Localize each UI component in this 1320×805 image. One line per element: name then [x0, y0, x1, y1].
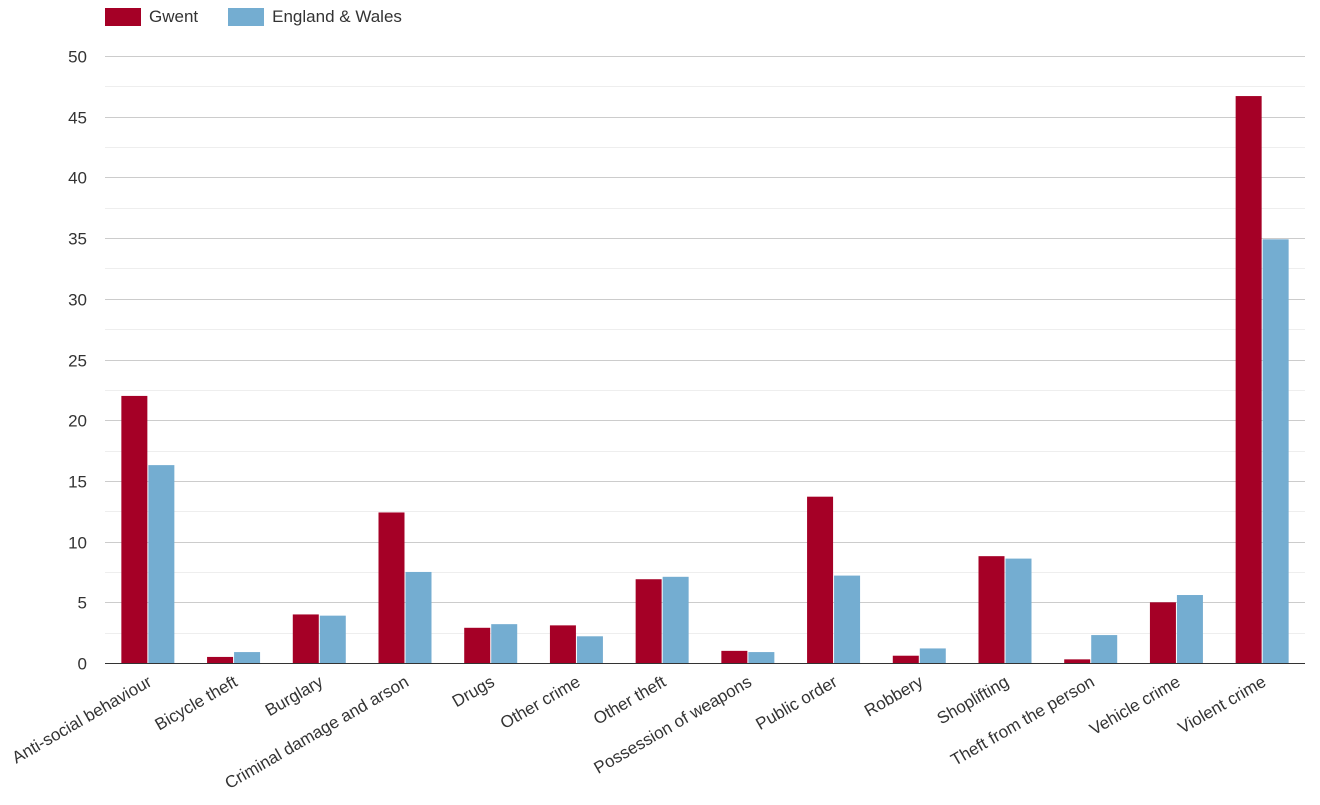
x-tick-label: Public order [753, 672, 841, 734]
bar-england-wales [319, 615, 346, 663]
x-tick-label: Violent crime [1175, 672, 1269, 737]
bar-gwent [549, 625, 576, 663]
bar-gwent [721, 650, 748, 663]
bar-england-wales [491, 624, 518, 663]
bar-england-wales [748, 652, 775, 663]
bar-gwent [292, 614, 319, 663]
bar-england-wales [1005, 558, 1032, 663]
x-tick-label: Possession of weapons [591, 672, 755, 778]
x-tick-label: Theft from the person [947, 672, 1097, 770]
bar-england-wales [1176, 595, 1203, 663]
bar-gwent [978, 556, 1005, 663]
bar-england-wales [234, 652, 261, 663]
x-tick-label: Burglary [262, 672, 327, 720]
bar-gwent [892, 655, 919, 663]
y-tick-label: 15 [68, 473, 87, 492]
bar-england-wales [834, 575, 861, 663]
x-tick-label: Robbery [861, 672, 927, 721]
bar-england-wales [405, 571, 432, 663]
y-tick-label: 30 [68, 291, 87, 310]
y-tick-label: 35 [68, 230, 87, 249]
x-tick-label: Bicycle theft [152, 672, 241, 734]
bar-gwent [807, 496, 834, 663]
bar-gwent [635, 579, 662, 663]
y-tick-label: 0 [78, 655, 87, 674]
y-tick-label: 50 [68, 48, 87, 67]
bar-gwent [1064, 659, 1091, 663]
y-tick-label: 25 [68, 352, 87, 371]
bar-england-wales [148, 465, 175, 663]
legend: Gwent England & Wales [105, 7, 402, 27]
y-tick-label: 5 [78, 594, 87, 613]
legend-swatch-gwent [105, 8, 141, 26]
legend-label-england-wales: England & Wales [272, 7, 402, 26]
x-tick-label: Other crime [497, 672, 583, 733]
bar-gwent [121, 395, 148, 663]
x-tick-label: Other theft [590, 672, 669, 729]
bar-england-wales [576, 636, 603, 663]
y-tick-label: 10 [68, 534, 87, 553]
legend-swatch-england-wales [228, 8, 265, 26]
x-tick-label: Vehicle crime [1086, 672, 1183, 739]
bar-england-wales [1262, 239, 1289, 663]
y-tick-label: 45 [68, 109, 87, 128]
legend-label-gwent: Gwent [149, 7, 199, 26]
bar-gwent [207, 656, 234, 663]
x-tick-label: Drugs [449, 672, 498, 711]
bar-gwent [1149, 602, 1176, 663]
x-tick-label: Anti-social behaviour [9, 672, 155, 768]
bar-gwent [464, 627, 491, 663]
x-tick-label: Shoplifting [934, 672, 1012, 728]
bar-england-wales [1091, 635, 1118, 663]
bar-england-wales [919, 648, 946, 663]
bar-england-wales [662, 576, 689, 663]
bar-gwent [378, 512, 405, 663]
y-tick-label: 20 [68, 412, 87, 431]
y-tick-label: 40 [68, 169, 87, 188]
legend-item-england-wales[interactable]: England & Wales [228, 7, 402, 27]
bar-gwent [1235, 96, 1262, 663]
legend-item-gwent[interactable]: Gwent [105, 7, 198, 27]
